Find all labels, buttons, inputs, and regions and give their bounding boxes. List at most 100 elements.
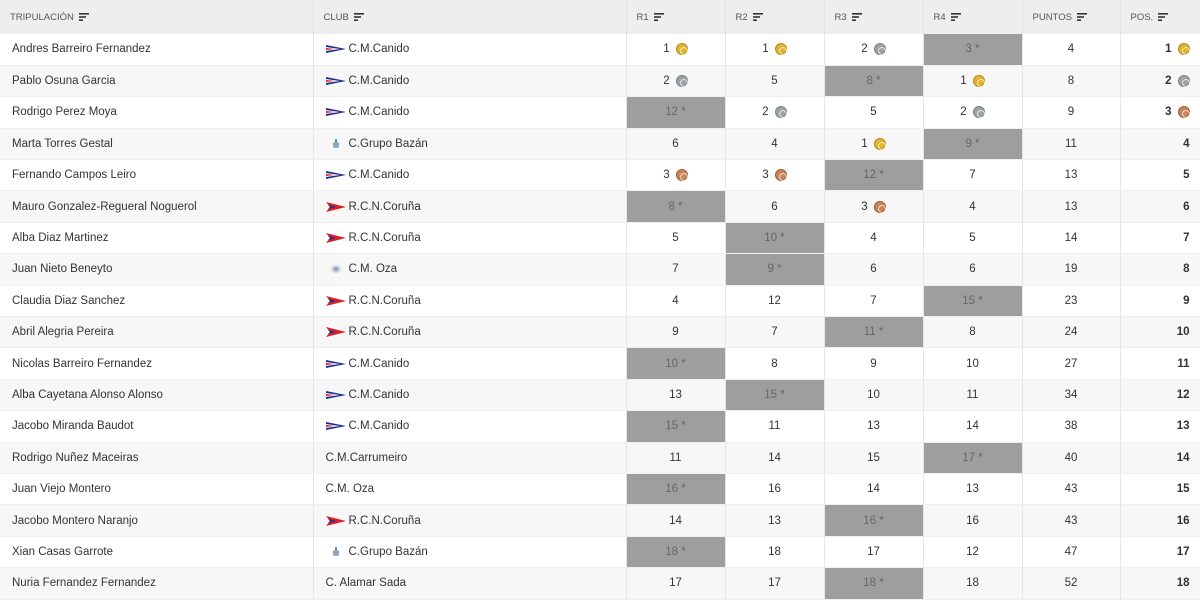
crew-name: Nicolas Barreiro Fernandez: [0, 347, 314, 380]
sort-icon[interactable]: [950, 12, 961, 21]
score-value: 2: [861, 43, 868, 56]
crew-name: Pablo Osuna Garcia: [0, 65, 314, 98]
col-header-label: R4: [933, 11, 946, 23]
race-4-score: 14: [923, 410, 1023, 443]
club-flag-icon: [332, 546, 339, 556]
race-4-score: 13: [923, 473, 1023, 506]
col-header-r3[interactable]: R3: [824, 0, 924, 34]
score-value: 13: [966, 483, 979, 496]
club-cell: C.M.Carrumeiro: [313, 442, 627, 474]
position-value: 11: [1177, 357, 1190, 370]
crew-name: Jacobo Miranda Baudot: [0, 410, 314, 443]
score-value: 12: [966, 545, 979, 558]
race-3-score: 1: [824, 128, 924, 161]
sort-icon[interactable]: [851, 12, 862, 21]
position-value: 16: [1176, 514, 1190, 527]
sort-icon[interactable]: [752, 12, 763, 21]
score-value: 16: [966, 514, 979, 527]
col-header-tripulacion[interactable]: TRIPULACIÓN: [0, 0, 314, 34]
score-value: 11: [768, 420, 781, 433]
club-name: C.M. Oza: [325, 483, 375, 496]
race-2-score: 17: [725, 567, 825, 600]
race-3-score: 9: [824, 347, 924, 380]
score-value: 6: [969, 263, 976, 276]
race-2-score: 6: [725, 190, 825, 223]
score-value: 18 *: [665, 545, 686, 558]
col-header-r2[interactable]: R2: [725, 0, 825, 34]
score-value: 3: [861, 200, 868, 213]
position-value: 9: [1183, 294, 1190, 307]
club-name: C.M. Oza: [348, 263, 398, 276]
score-value: 3 *: [965, 43, 980, 56]
score-value: 17: [768, 577, 781, 590]
race-1-score: 8 *: [626, 190, 726, 223]
crew-name: Xian Casas Garrote: [0, 536, 314, 569]
col-header-puntos[interactable]: PUNTOS: [1022, 0, 1121, 34]
club-flag-icon: [325, 45, 346, 54]
race-3-score: 15: [824, 442, 924, 474]
crew-name: Alba Cayetana Alonso Alonso: [0, 379, 314, 412]
race-4-score: 7: [923, 159, 1023, 192]
race-1-score: 5: [626, 222, 726, 255]
position: 12: [1120, 379, 1200, 412]
race-4-score: 2: [923, 96, 1023, 129]
col-header-pos[interactable]: POS.: [1120, 0, 1200, 34]
score-value: 16 *: [863, 514, 884, 527]
position: 16: [1120, 504, 1200, 537]
score-value: 1: [960, 75, 967, 88]
points: 23: [1022, 285, 1121, 318]
score-value: 1: [861, 137, 868, 150]
points: 27: [1022, 347, 1121, 380]
race-4-score: 9 *: [923, 128, 1023, 161]
club-cell: C.Grupo Bazán: [313, 536, 627, 569]
sort-icon[interactable]: [1076, 12, 1087, 21]
points: 13: [1022, 159, 1121, 192]
club-name: C.M.Carrumeiro: [325, 451, 408, 464]
club-cell: R.C.N.Coruña: [313, 190, 627, 223]
table-row: Jacobo Montero Naranjo R.C.N.Coruña 14 13 16…: [0, 504, 1200, 537]
position-value: 5: [1183, 169, 1190, 182]
col-header-r4[interactable]: R4: [923, 0, 1023, 34]
score-value: 1: [762, 43, 769, 56]
score-value: 12: [768, 294, 781, 307]
sort-icon[interactable]: [1158, 12, 1169, 21]
position: 1: [1120, 34, 1200, 66]
points: 13: [1022, 190, 1121, 223]
score-value: 10: [867, 388, 880, 401]
race-3-score: 5: [824, 96, 924, 129]
sort-icon[interactable]: [353, 12, 364, 21]
position: 7: [1120, 222, 1200, 255]
club-flag-icon: [325, 77, 346, 86]
score-value: 17: [669, 577, 682, 590]
silver-medal-icon: [873, 43, 886, 56]
club-cell: C.M.Canido: [313, 159, 627, 192]
sort-icon[interactable]: [653, 12, 664, 21]
crew-name: Rodrigo Perez Moya: [0, 96, 314, 129]
bronze-medal-icon: [675, 169, 688, 182]
club-flag-icon: [330, 265, 341, 274]
race-4-score: 5: [923, 222, 1023, 255]
position: 5: [1120, 159, 1200, 192]
silver-medal-icon: [675, 75, 688, 88]
position: 14: [1120, 442, 1200, 474]
bronze-medal-icon: [774, 169, 787, 182]
sort-icon[interactable]: [78, 12, 89, 21]
race-3-score: 14: [824, 473, 924, 506]
race-2-score: 12: [725, 285, 825, 318]
club-flag-icon: [325, 327, 346, 338]
score-value: 5: [870, 106, 877, 119]
club-name: R.C.N.Coruña: [348, 326, 421, 339]
score-value: 8 *: [668, 200, 683, 213]
score-value: 17 *: [962, 451, 983, 464]
race-2-score: 7: [725, 316, 825, 349]
col-header-club[interactable]: CLUB: [313, 0, 627, 34]
race-4-score: 12: [923, 536, 1023, 569]
position-value: 8: [1183, 263, 1190, 276]
score-value: 15 *: [665, 420, 686, 433]
points: 43: [1022, 473, 1121, 506]
race-3-score: 16 *: [824, 504, 924, 537]
score-value: 15 *: [764, 388, 785, 401]
race-3-score: 10: [824, 379, 924, 412]
col-header-r1[interactable]: R1: [626, 0, 726, 34]
club-flag-icon: [325, 390, 346, 399]
